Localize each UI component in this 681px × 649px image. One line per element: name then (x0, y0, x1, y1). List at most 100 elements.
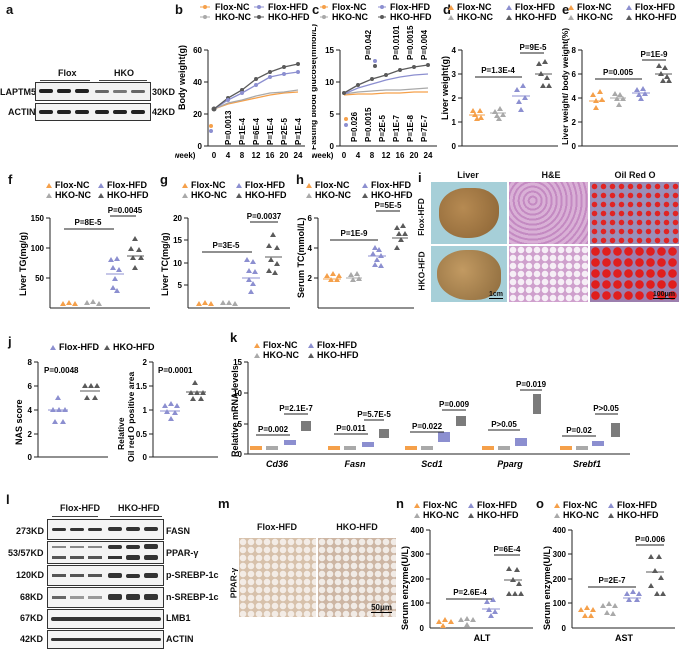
svg-text:Flox-HFD: Flox-HFD (390, 2, 430, 12)
svg-text:P=1E-4: P=1E-4 (294, 118, 303, 145)
svg-text:3: 3 (452, 70, 457, 79)
svg-text:P=0.011: P=0.011 (336, 424, 366, 433)
svg-text:P=1E-9: P=1E-9 (341, 229, 368, 238)
blot-protein-label: ACTIN (166, 634, 194, 644)
svg-text:HKO-NC: HKO-NC (457, 12, 493, 22)
svg-text:HKO-HFD: HKO-HFD (515, 12, 557, 22)
svg-text:(week): (week) (175, 151, 196, 160)
svg-text:4: 4 (572, 94, 577, 103)
blot-protein-label: n-SREBP-1c (166, 592, 219, 602)
svg-text:15: 15 (325, 46, 334, 55)
svg-text:P=2E-5: P=2E-5 (378, 115, 387, 142)
panel-m-ihc: Flox-HFD HKO-HFD PPAR-γ 50μm (222, 520, 398, 620)
svg-text:8: 8 (28, 358, 33, 367)
svg-text:Flox-HFD: Flox-HFD (515, 2, 555, 12)
svg-text:Scd1: Scd1 (421, 459, 443, 469)
svg-text:Liver weight/ body weight(%): Liver weight/ body weight(%) (560, 28, 570, 145)
group-label-flox: Flox (58, 68, 77, 78)
scale-bar-1cm: 1cm (488, 291, 503, 299)
svg-text:5: 5 (178, 281, 183, 290)
svg-text:P=0.0015: P=0.0015 (364, 107, 373, 142)
svg-text:Srebf1: Srebf1 (573, 459, 601, 469)
svg-text:HKO-NC: HKO-NC (563, 510, 599, 520)
svg-text:P=0.02: P=0.02 (566, 426, 592, 435)
svg-text:100: 100 (553, 599, 567, 608)
blot-image (35, 82, 151, 121)
svg-text:HKO-NC: HKO-NC (263, 350, 299, 360)
svg-text:20: 20 (173, 214, 182, 223)
column-label-oil-red-o: Oil Red O (614, 170, 656, 180)
svg-text:Body weight(g): Body weight(g) (177, 45, 187, 110)
svg-text:HKO-HFD: HKO-HFD (107, 190, 149, 200)
svg-text:Fasn: Fasn (344, 459, 366, 469)
svg-text:P>0.05: P>0.05 (593, 404, 619, 413)
row-label-ppar-gamma: PPAR-γ (228, 567, 239, 599)
svg-text:400: 400 (411, 526, 425, 535)
svg-text:Flox-NC: Flox-NC (191, 180, 226, 190)
svg-text:Liver TG(mg/g): Liver TG(mg/g) (18, 232, 28, 296)
svg-text:1: 1 (452, 118, 457, 127)
scale-bar-100um: 100μm (652, 291, 675, 299)
svg-text:P=0.0015: P=0.0015 (406, 25, 415, 60)
svg-text:Relative mRNA levels: Relative mRNA levels (230, 365, 240, 457)
svg-text:P=0.042: P=0.042 (364, 29, 373, 60)
svg-text:2: 2 (572, 118, 577, 127)
ihc-image-hko: 50μm (318, 538, 396, 617)
blot-protein-label: LMB1 (166, 613, 191, 623)
svg-text:4: 4 (28, 406, 33, 415)
svg-text:HKO-HFD: HKO-HFD (477, 510, 519, 520)
he-image-flox (509, 182, 588, 244)
blot-image (47, 519, 164, 649)
svg-text:24: 24 (424, 151, 433, 160)
panel-label-o: o (536, 496, 544, 511)
svg-text:P=0.0048: P=0.0048 (44, 366, 79, 375)
svg-text:P=2E-5: P=2E-5 (280, 118, 289, 145)
blot-row-label: ACTIN (8, 107, 36, 117)
svg-text:Flox-NC: Flox-NC (263, 340, 298, 350)
svg-text:HKO-NC: HKO-NC (577, 12, 613, 22)
svg-text:P=2E-7: P=2E-7 (599, 576, 626, 585)
svg-text:Flox-NC: Flox-NC (423, 500, 458, 510)
panel-label-m: m (218, 496, 230, 511)
blot-protein-label: p-SREBP-1c (166, 570, 219, 580)
svg-text:0: 0 (420, 624, 425, 633)
panel-label-i: i (418, 170, 422, 185)
svg-text:Flox-HFD: Flox-HFD (245, 180, 285, 190)
svg-text:HKO-HFD: HKO-HFD (635, 12, 677, 22)
svg-text:P=6E-4: P=6E-4 (252, 118, 261, 145)
svg-text:6: 6 (308, 214, 313, 223)
svg-text:HKO-NC: HKO-NC (315, 190, 351, 200)
svg-text:P=5.7E-5: P=5.7E-5 (357, 410, 391, 419)
svg-text:16: 16 (396, 151, 405, 160)
column-label-he: H&E (541, 170, 561, 180)
column-label-hko-hfd: HKO-HFD (336, 522, 378, 532)
svg-text:12: 12 (252, 151, 261, 160)
chart-d-liver-weight: Flox-NC HKO-NC Flox-HFD HKO-HFD Liver we… (440, 2, 558, 150)
panel-label-b: b (175, 2, 183, 17)
svg-text:P=1E-7: P=1E-7 (392, 115, 401, 142)
svg-text:200: 200 (411, 575, 425, 584)
liver-photo-flox (431, 182, 507, 244)
svg-text:P=0.0013: P=0.0013 (224, 110, 233, 145)
svg-text:P=1E-9: P=1E-9 (641, 50, 668, 59)
column-label-flox-hfd: Flox-HFD (257, 522, 297, 532)
svg-text:P=0.019: P=0.019 (516, 380, 547, 389)
svg-text:200: 200 (553, 575, 567, 584)
row-label-hko-hfd: HKO-HFD (416, 251, 427, 291)
svg-text:0: 0 (330, 142, 335, 151)
scale-bar-50um: 50μm (371, 603, 392, 613)
svg-text:Flox-HFD: Flox-HFD (477, 500, 517, 510)
svg-text:300: 300 (553, 550, 567, 559)
svg-text:0: 0 (28, 453, 33, 462)
svg-text:20: 20 (410, 151, 419, 160)
svg-text:P=0.022: P=0.022 (412, 422, 443, 431)
svg-text:5: 5 (330, 110, 335, 119)
svg-text:0.5: 0.5 (136, 430, 148, 439)
svg-text:P=3E-5: P=3E-5 (213, 241, 240, 250)
svg-text:HKO-NC: HKO-NC (215, 12, 251, 22)
chart-h-serum-tc: Flox-NC HKO-NC Flox-HFD HKO-HFD Serum TC… (296, 180, 414, 309)
svg-text:Cd36: Cd36 (266, 459, 289, 469)
svg-text:P=1E-8: P=1E-8 (406, 115, 415, 142)
svg-text:P=0.002: P=0.002 (258, 425, 289, 434)
svg-text:P=1E-4: P=1E-4 (266, 118, 275, 145)
